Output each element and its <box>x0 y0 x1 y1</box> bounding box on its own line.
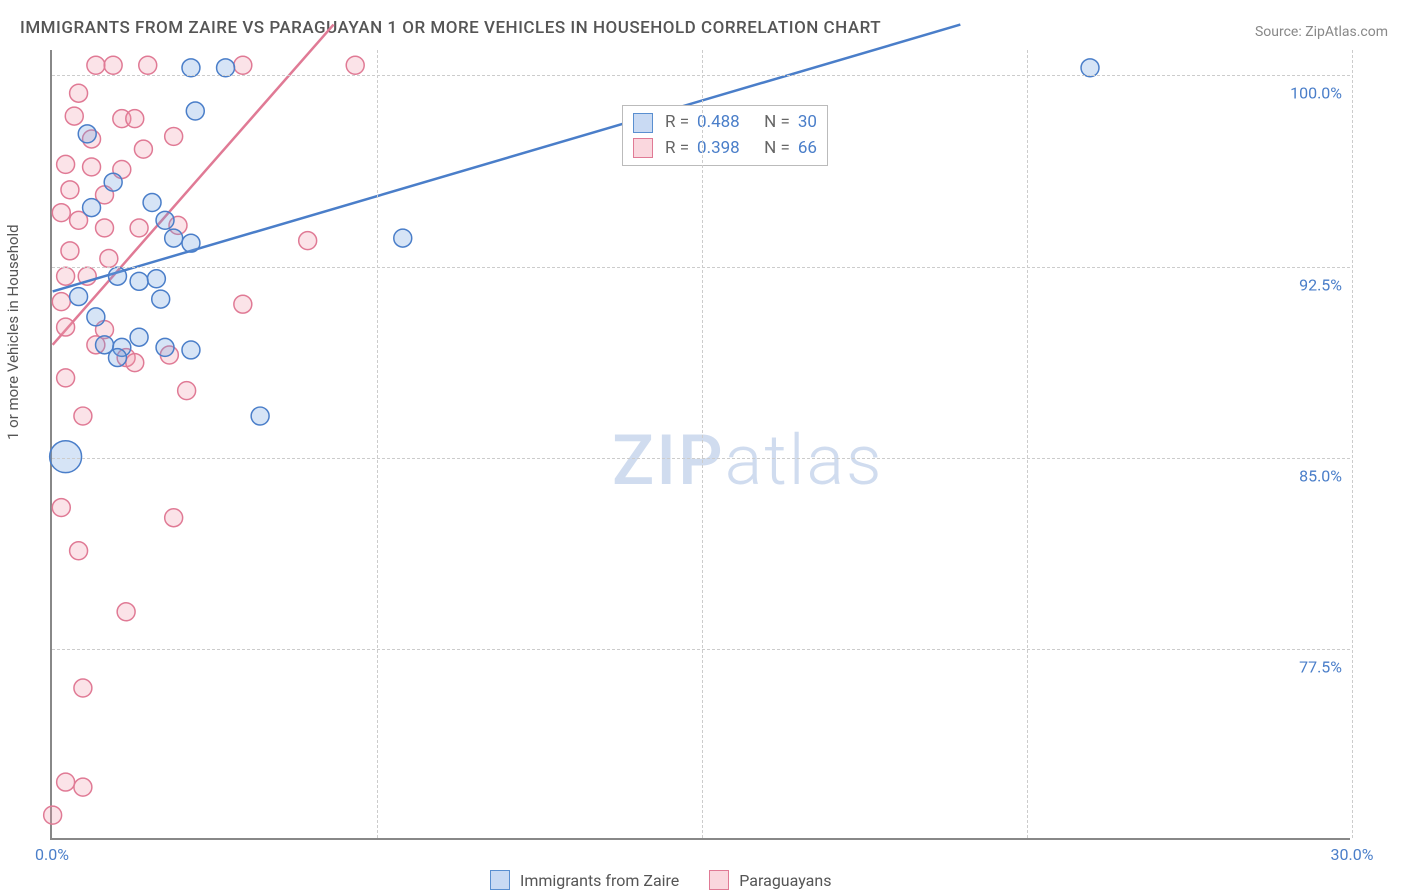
data-point-zaire <box>182 341 200 359</box>
data-point-paraguayans <box>70 542 88 560</box>
correlation-stats-box: R = 0.488 N = 30 R = 0.398 N = 66 <box>622 105 828 166</box>
data-point-paraguayans <box>83 158 101 176</box>
swatch-zaire <box>633 113 653 133</box>
data-point-paraguayans <box>346 56 364 74</box>
legend-label-zaire: Immigrants from Zaire <box>520 871 679 890</box>
x-tick-label: 30.0% <box>1331 845 1374 864</box>
data-point-zaire <box>182 59 200 77</box>
data-point-zaire <box>50 441 82 473</box>
data-point-paraguayans <box>126 110 144 128</box>
data-point-paraguayans <box>57 267 75 285</box>
data-point-paraguayans <box>96 219 114 237</box>
data-point-paraguayans <box>165 509 183 527</box>
chart-title: IMMIGRANTS FROM ZAIRE VS PARAGUAYAN 1 OR… <box>20 18 881 38</box>
data-point-paraguayans <box>57 318 75 336</box>
legend-item-zaire: Immigrants from Zaire <box>490 870 679 890</box>
data-point-paraguayans <box>61 181 79 199</box>
data-point-zaire <box>109 349 127 367</box>
y-axis-label: 1 or more Vehicles in Household <box>4 224 22 440</box>
data-point-paraguayans <box>165 127 183 145</box>
data-point-zaire <box>104 173 122 191</box>
data-point-paraguayans <box>44 806 62 824</box>
data-point-paraguayans <box>130 219 148 237</box>
data-point-zaire <box>186 102 204 120</box>
data-point-paraguayans <box>104 56 122 74</box>
data-point-paraguayans <box>52 204 70 222</box>
data-point-paraguayans <box>57 773 75 791</box>
data-point-paraguayans <box>117 603 135 621</box>
data-point-paraguayans <box>61 242 79 260</box>
data-point-paraguayans <box>134 140 152 158</box>
y-tick-label: 92.5% <box>1299 275 1342 294</box>
data-point-zaire <box>147 270 165 288</box>
data-point-zaire <box>217 59 235 77</box>
data-point-paraguayans <box>299 232 317 250</box>
n-value-paraguayans: 66 <box>798 136 817 162</box>
data-point-paraguayans <box>126 354 144 372</box>
data-point-zaire <box>182 234 200 252</box>
r-value-paraguayans: 0.398 <box>697 136 740 162</box>
r-value-zaire: 0.488 <box>697 110 740 136</box>
data-point-zaire <box>156 211 174 229</box>
legend: Immigrants from Zaire Paraguayans <box>490 870 831 890</box>
x-tick-label: 0.0% <box>35 845 69 864</box>
data-point-zaire <box>78 125 96 143</box>
legend-swatch-zaire <box>490 870 510 890</box>
n-value-zaire: 30 <box>798 110 817 136</box>
data-point-zaire <box>394 229 412 247</box>
data-point-paraguayans <box>74 407 92 425</box>
stats-row-zaire: R = 0.488 N = 30 <box>633 110 817 136</box>
data-point-zaire <box>130 272 148 290</box>
swatch-paraguayans <box>633 138 653 158</box>
data-point-paraguayans <box>139 56 157 74</box>
legend-label-paraguayans: Paraguayans <box>739 871 831 890</box>
data-point-paraguayans <box>57 155 75 173</box>
data-point-zaire <box>130 328 148 346</box>
data-point-zaire <box>152 290 170 308</box>
data-point-zaire <box>156 338 174 356</box>
data-point-zaire <box>70 288 88 306</box>
source-attribution: Source: ZipAtlas.com <box>1255 24 1388 40</box>
data-point-paraguayans <box>70 84 88 102</box>
data-point-paraguayans <box>234 56 252 74</box>
data-point-paraguayans <box>100 249 118 267</box>
scatter-svg <box>52 50 1350 838</box>
data-point-paraguayans <box>87 56 105 74</box>
legend-item-paraguayans: Paraguayans <box>709 870 831 890</box>
y-tick-label: 100.0% <box>1290 84 1342 103</box>
data-point-zaire <box>109 267 127 285</box>
y-tick-label: 85.0% <box>1299 466 1342 485</box>
data-point-paraguayans <box>65 107 83 125</box>
data-point-paraguayans <box>74 679 92 697</box>
data-point-paraguayans <box>57 369 75 387</box>
data-point-zaire <box>251 407 269 425</box>
data-point-paraguayans <box>52 499 70 517</box>
y-tick-label: 77.5% <box>1299 657 1342 676</box>
data-point-paraguayans <box>178 382 196 400</box>
legend-swatch-paraguayans <box>709 870 729 890</box>
data-point-paraguayans <box>74 778 92 796</box>
data-point-paraguayans <box>52 293 70 311</box>
plot-area: ZIPatlas R = 0.488 N = 30 R = 0.398 N = … <box>50 50 1350 840</box>
stats-row-paraguayans: R = 0.398 N = 66 <box>633 136 817 162</box>
data-point-zaire <box>143 194 161 212</box>
data-point-paraguayans <box>234 295 252 313</box>
data-point-zaire <box>83 199 101 217</box>
data-point-zaire <box>165 229 183 247</box>
data-point-zaire <box>87 308 105 326</box>
data-point-zaire <box>1081 59 1099 77</box>
